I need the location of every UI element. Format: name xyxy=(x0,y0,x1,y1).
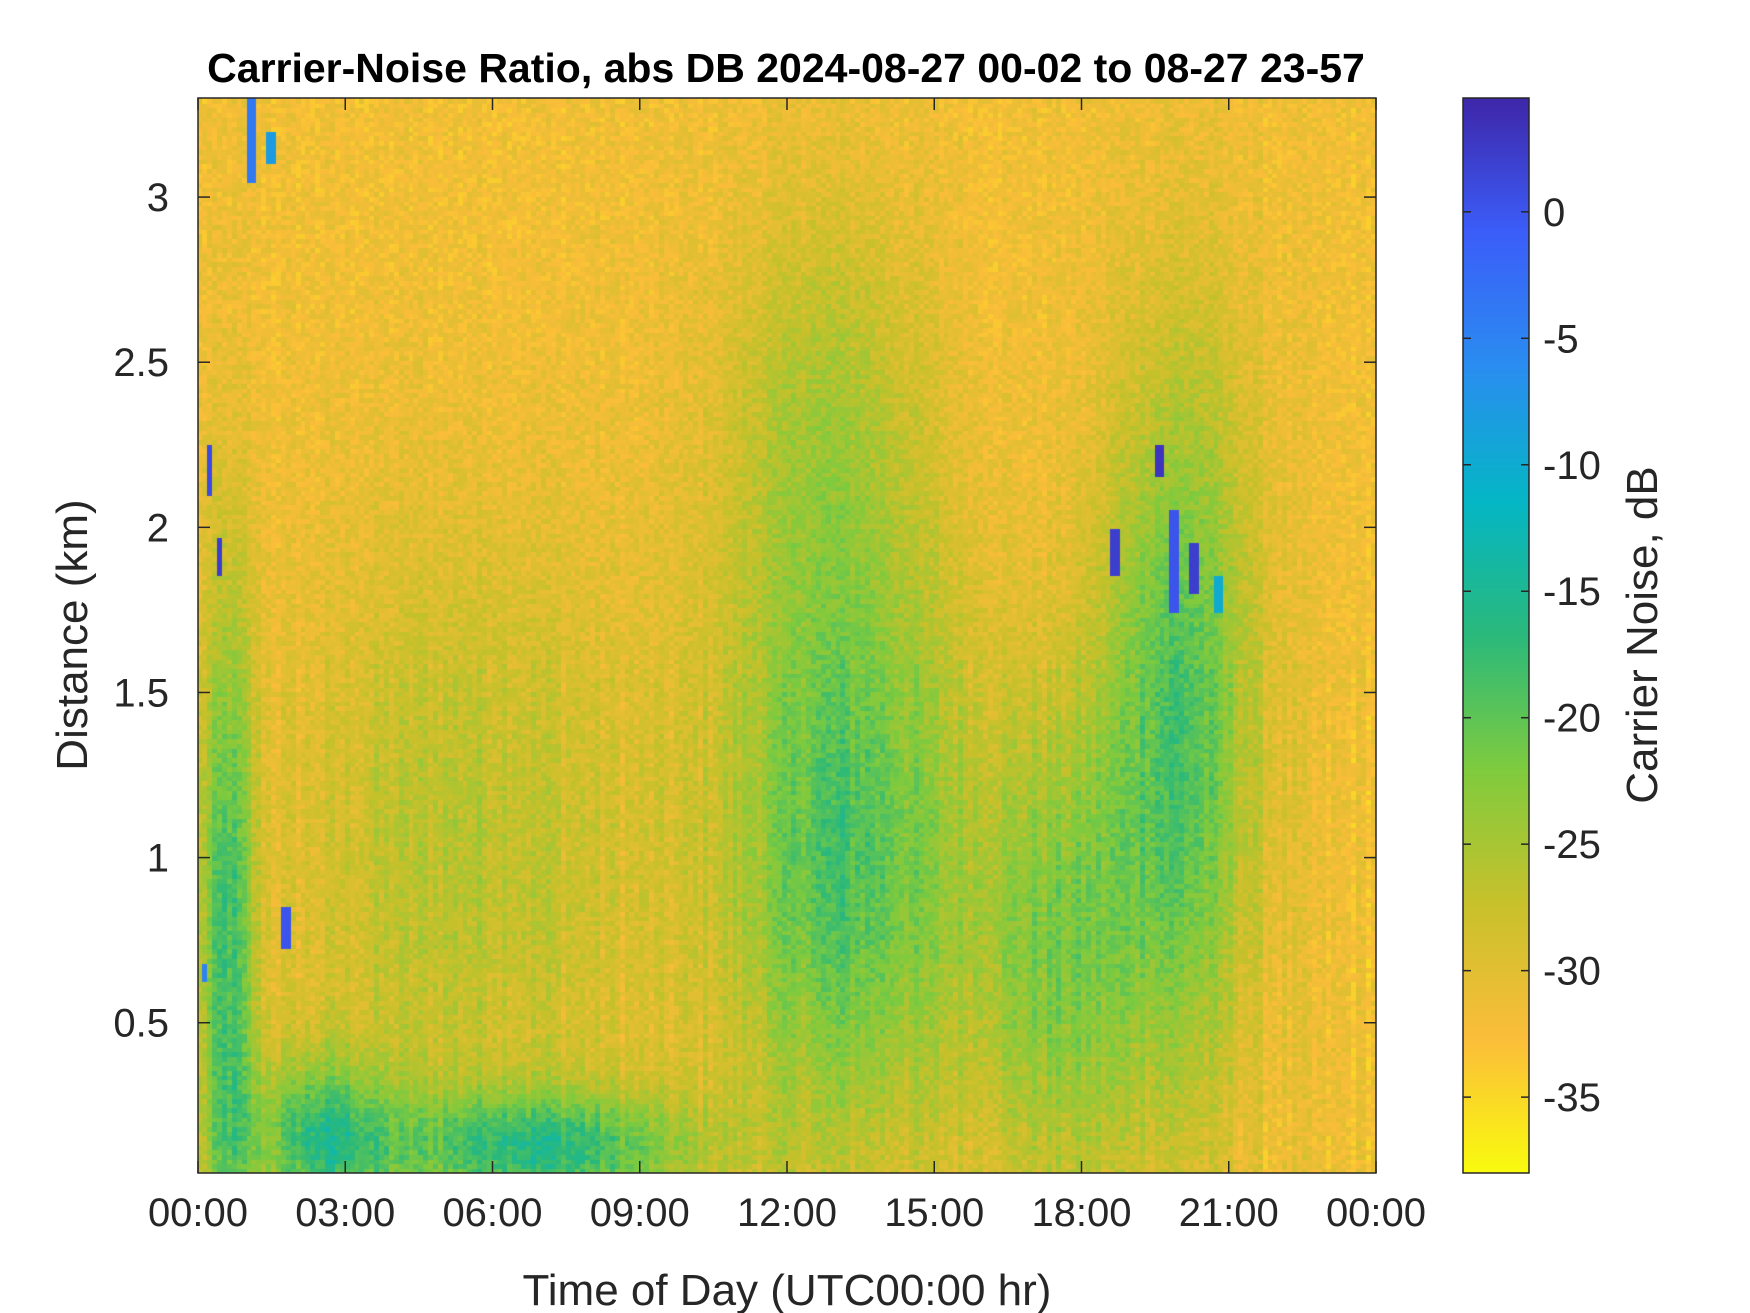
x-tick-label: 09:00 xyxy=(590,1191,690,1235)
x-tick-label: 06:00 xyxy=(442,1191,542,1235)
x-axis-label: Time of Day (UTC00:00 hr) xyxy=(523,1266,1052,1313)
y-tick-label: 2 xyxy=(147,506,169,550)
chart-title: Carrier-Noise Ratio, abs DB 2024-08-27 0… xyxy=(207,45,1365,91)
y-tick-label: 2.5 xyxy=(113,341,169,385)
y-axis-ticks: 0.5 1 1.5 2 2.5 3 xyxy=(113,176,1376,1046)
x-tick-label: 15:00 xyxy=(884,1191,984,1235)
x-tick-label: 00:00 xyxy=(1326,1191,1426,1235)
x-tick-label: 00:00 xyxy=(148,1191,248,1235)
colorbar-tick-label: -5 xyxy=(1543,317,1579,361)
x-tick-label: 12:00 xyxy=(737,1191,837,1235)
y-tick-label: 3 xyxy=(147,176,169,220)
colorbar-tick-label: 0 xyxy=(1543,191,1565,235)
colorbar-tick-label: -15 xyxy=(1543,570,1601,614)
heatmap-image-holder xyxy=(198,98,1376,1173)
y-axis-label: Distance (km) xyxy=(48,499,97,770)
colorbar-tick-label: -10 xyxy=(1543,444,1601,488)
y-tick-label: 1 xyxy=(147,837,169,881)
plot-frame xyxy=(197,97,1377,1174)
x-axis-ticks: 00:00 03:00 06:00 09:00 12:00 15:00 18:00 21:00… xyxy=(148,98,1426,1235)
y-tick-label: 0.5 xyxy=(113,1002,169,1046)
colorbar xyxy=(1462,97,1530,1174)
colorbar-tick-label: -35 xyxy=(1543,1076,1601,1120)
heatmap-canvas xyxy=(198,98,1376,1173)
colorbar-tick-label: -30 xyxy=(1543,950,1601,994)
colorbar-tick-label: -20 xyxy=(1543,697,1601,741)
colorbar-ticks: 0 -5 -10 -15 -20 -25 -30 -35 xyxy=(1463,191,1601,1120)
colorbar-label: Carrier Noise, dB xyxy=(1618,466,1667,803)
y-tick-label: 1.5 xyxy=(113,671,169,715)
x-tick-label: 18:00 xyxy=(1031,1191,1131,1235)
colorbar-tick-label: -25 xyxy=(1543,823,1601,867)
x-tick-label: 21:00 xyxy=(1179,1191,1279,1235)
x-tick-label: 03:00 xyxy=(295,1191,395,1235)
